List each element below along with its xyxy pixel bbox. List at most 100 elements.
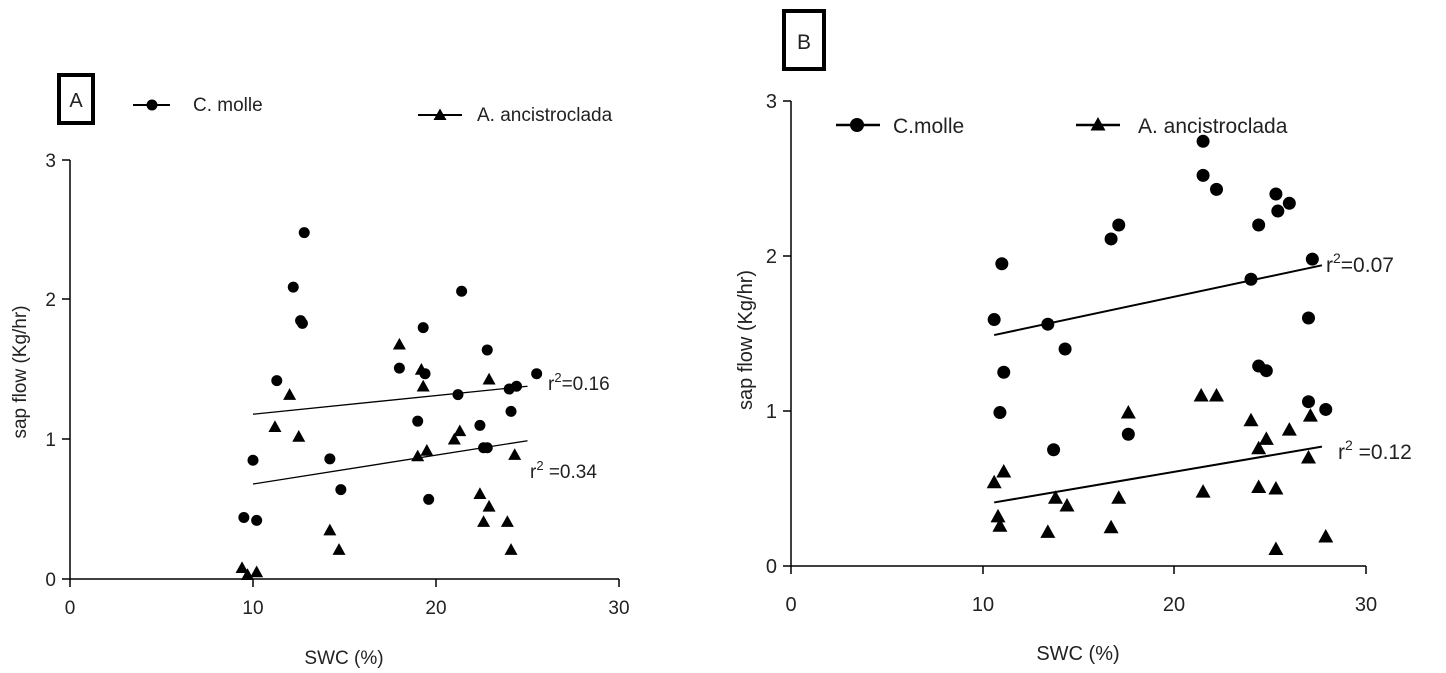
data-point-c-molle — [417, 322, 429, 334]
data-point-a-ancistroclada — [1195, 484, 1211, 498]
chart-a-x-tick-label: 30 — [608, 598, 629, 619]
data-point-c-molle — [995, 257, 1009, 271]
r2-superscript: 2 — [1345, 437, 1353, 453]
data-point-a-ancistroclada — [1048, 490, 1063, 504]
chart-b-y-tick-label: 1 — [766, 401, 777, 423]
data-point-a-ancistroclada — [482, 372, 496, 385]
data-point-c-molle — [1196, 134, 1210, 148]
data-point-c-molle — [511, 380, 523, 392]
chart-b-plot-area — [986, 134, 1334, 555]
data-point-a-ancistroclada — [1258, 431, 1274, 445]
panel-b-label-box — [782, 9, 826, 71]
data-point-a-ancistroclada — [1193, 388, 1209, 402]
chart-a-y-axis-title: sap flow (Kg/hr) — [10, 305, 31, 438]
data-point-c-molle — [247, 454, 259, 466]
data-point-c-molle — [456, 285, 468, 297]
data-point-c-molle — [1259, 364, 1273, 378]
data-point-c-molle — [505, 405, 517, 417]
data-point-a-ancistroclada — [1243, 412, 1259, 427]
chart-b-y-tick-label: 3 — [766, 91, 777, 113]
data-point-a-ancistroclada — [268, 420, 282, 432]
data-point-c-molle — [287, 281, 299, 293]
data-point-c-molle — [1244, 272, 1258, 286]
chart-a-x-tick-label: 10 — [242, 598, 263, 619]
data-point-a-ancistroclada — [1251, 440, 1267, 455]
chart-b-legend: C.molle A. ancistroclada — [836, 115, 1288, 138]
chart-b-x-axis-title: SWC (%) — [1036, 643, 1119, 665]
data-point-a-ancistroclada — [1318, 529, 1334, 543]
data-point-c-molle — [393, 362, 405, 374]
chart-b: B C.molle A. ancistroclada 0 1 2 3 — [735, 9, 1412, 665]
data-point-c-molle — [993, 406, 1007, 420]
fit-line-a-ancistroclada — [993, 445, 1323, 504]
r2-value: =0.12 — [1353, 441, 1412, 464]
data-point-c-molle — [298, 227, 310, 239]
data-point-a-ancistroclada — [332, 543, 346, 555]
r2-symbol: r — [530, 462, 537, 483]
r2-value: =0.07 — [1341, 254, 1394, 277]
chart-a-x-axis-title: SWC (%) — [304, 648, 383, 669]
data-point-a-ancistroclada — [508, 448, 522, 460]
data-point-a-ancistroclada — [482, 499, 496, 512]
r2-symbol: r — [1338, 441, 1345, 464]
data-point-a-ancistroclada — [1302, 408, 1318, 422]
chart-b-r2-c-molle: r2=0.07 — [1326, 250, 1394, 277]
data-point-a-ancistroclada — [420, 444, 434, 456]
r2-value: =0.16 — [562, 374, 610, 395]
data-point-c-molle — [474, 419, 486, 431]
data-point-c-molle — [412, 415, 424, 427]
r2-value: =0.34 — [544, 462, 598, 483]
chart-a-plot-area — [235, 227, 543, 581]
data-point-c-molle — [481, 344, 493, 356]
data-point-a-ancistroclada — [283, 388, 297, 400]
data-point-a-ancistroclada — [447, 432, 461, 445]
data-point-c-molle — [1319, 402, 1333, 416]
legend-a-label-c-molle: C. molle — [193, 95, 263, 116]
r2-symbol: r — [548, 374, 555, 395]
legend-b-label-c-molle: C.molle — [893, 115, 964, 138]
data-point-c-molle — [1210, 182, 1223, 196]
panel-a-label-box — [57, 73, 95, 125]
data-point-a-ancistroclada — [416, 379, 430, 392]
data-point-c-molle — [1305, 252, 1319, 266]
legend-b-marker-c-molle — [850, 118, 864, 132]
data-point-a-ancistroclada — [1251, 479, 1267, 493]
data-point-c-molle — [238, 512, 250, 524]
data-point-c-molle — [1112, 218, 1126, 232]
chart-b-y-tick-label: 2 — [766, 246, 777, 268]
legend-a-marker-c-molle — [146, 99, 158, 111]
r2-superscript: 2 — [1333, 250, 1341, 266]
chart-b-axes: 0 1 2 3 0 10 20 30 SWC (%) sap flow (Kg/… — [735, 91, 1377, 665]
data-point-c-molle — [1252, 218, 1266, 232]
data-point-a-ancistroclada — [986, 474, 1002, 489]
data-point-a-ancistroclada — [1111, 490, 1127, 504]
chart-b-r2-a-ancistroclada: r2 =0.12 — [1338, 437, 1412, 464]
data-point-a-ancistroclada — [1040, 524, 1056, 538]
data-point-c-molle — [271, 375, 283, 387]
panel-a-label: A — [69, 90, 83, 112]
data-point-a-ancistroclada — [477, 515, 491, 527]
data-point-c-molle — [1047, 443, 1061, 457]
data-point-a-ancistroclada — [411, 449, 425, 462]
data-point-a-ancistroclada — [250, 565, 264, 578]
chart-a: A C. molle A. ancistroclada 0 1 2 3 — [10, 73, 630, 669]
chart-a-axes: 0 1 2 3 0 10 20 30 SWC (%) sap flow (Kg/… — [10, 151, 630, 669]
legend-b-label-a-ancistroclada: A. ancistroclada — [1138, 115, 1288, 138]
r2-superscript: 2 — [554, 370, 561, 385]
data-point-c-molle — [997, 365, 1011, 379]
data-point-a-ancistroclada — [1120, 405, 1136, 419]
fit-line-a-ancistroclada — [252, 385, 528, 415]
chart-b-x-tick-label: 10 — [972, 594, 994, 616]
chart-a-r2-a-ancistroclada: r2=0.16 — [548, 370, 610, 395]
data-point-a-ancistroclada — [504, 543, 518, 555]
legend-b-marker-a-ancistroclada — [1090, 117, 1106, 131]
panel-b-label: B — [797, 31, 811, 54]
data-point-c-molle — [1271, 204, 1285, 218]
data-point-c-molle — [251, 514, 263, 526]
legend-a-label-a-ancistroclada: A. ancistroclada — [477, 105, 613, 126]
data-point-c-molle — [1121, 427, 1135, 441]
chart-a-y-tick-label: 0 — [45, 570, 56, 591]
data-point-a-ancistroclada — [414, 363, 428, 375]
data-point-c-molle — [481, 442, 493, 454]
